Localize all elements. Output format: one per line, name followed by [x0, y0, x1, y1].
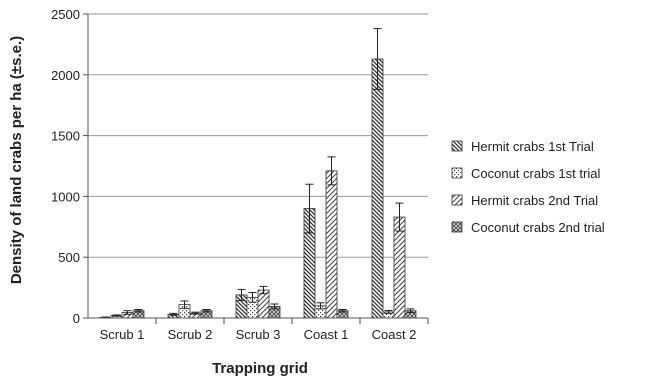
legend-label: Coconut crabs 2nd trial: [471, 220, 605, 235]
bar: [393, 216, 406, 319]
axes: [83, 13, 429, 324]
y-axis-title: Density of land crabs per ha (±s.e.): [8, 36, 25, 284]
legend-label: Hermit crabs 1st Trial: [471, 139, 594, 154]
bar: [325, 170, 338, 319]
x-axis-title: Trapping grid: [212, 360, 308, 377]
x-tick-label: Coast 1: [304, 327, 349, 342]
x-tick-label: Scrub 2: [168, 327, 213, 342]
legend-swatch: [451, 140, 463, 152]
y-tick-label: 500: [58, 250, 80, 265]
legend-swatch: [451, 194, 463, 206]
y-tick-label: 2000: [51, 68, 80, 83]
y-tick-label: 2500: [51, 7, 80, 22]
x-tick-label: Scrub 3: [236, 327, 281, 342]
y-tick-label: 1000: [51, 189, 80, 204]
y-tick-label: 0: [73, 311, 80, 326]
legend-label: Coconut crabs 1st trial: [471, 166, 600, 181]
x-tick-label: Coast 2: [372, 327, 417, 342]
bar: [257, 289, 270, 319]
legend-swatch: [451, 167, 463, 179]
gridlines: [88, 13, 428, 258]
bar: [371, 58, 384, 319]
x-tick-label: Scrub 1: [100, 327, 145, 342]
y-tick-label: 1500: [51, 129, 80, 144]
bars: [99, 28, 417, 319]
tick-labels: 0 500 1000 1500 2000 2500 Scrub 1 Scrub 2 Scrub …: [51, 7, 416, 342]
legend-swatch: [451, 221, 463, 233]
legend-label: Hermit crabs 2nd Trial: [471, 193, 598, 208]
legend: Hermit crabs 1st Trial Coconut crabs 1st …: [451, 139, 605, 235]
